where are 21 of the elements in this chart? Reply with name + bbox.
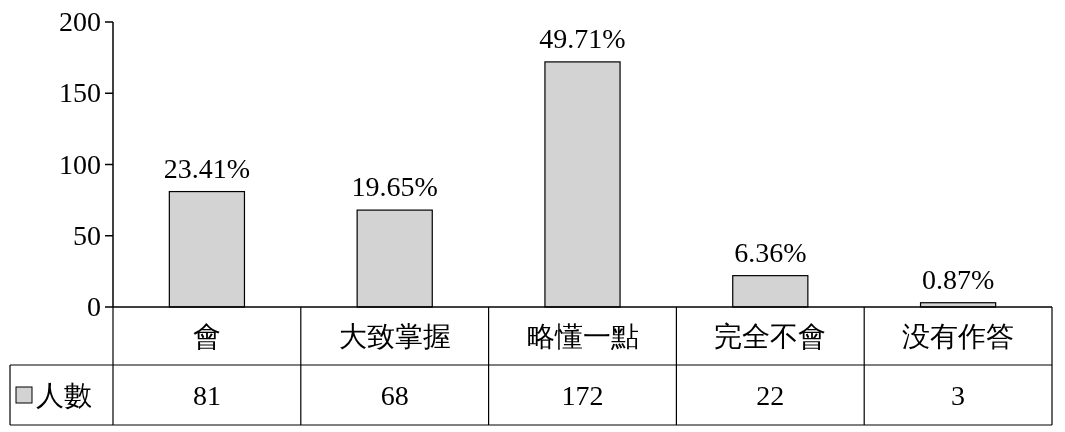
data-label: 3	[951, 380, 966, 411]
data-label: 81	[192, 380, 221, 411]
data-label: 172	[561, 380, 604, 411]
annotation: 49.71%	[539, 22, 626, 54]
data-label: 68	[380, 380, 409, 411]
y-tick-label: 150	[59, 77, 101, 109]
x-tick-label: 會	[192, 321, 221, 352]
data-label: 22	[756, 380, 785, 411]
y-tick-label: 0	[87, 291, 101, 322]
annotation: 0.87%	[921, 263, 995, 295]
annotation: 19.65%	[351, 171, 438, 203]
annotation: 6.36%	[734, 236, 807, 268]
legend-label: 人數	[36, 380, 92, 411]
x-tick-label: 没有作答	[902, 321, 1015, 352]
y-tick-label: 200	[59, 6, 101, 37]
x-tick-label: 略懂一點	[526, 321, 639, 352]
x-tick-label: 完全不會	[714, 321, 827, 352]
y-tick-label: 50	[73, 219, 101, 251]
x-tick-label: 大致掌握	[338, 321, 451, 352]
y-tick-label: 100	[59, 148, 101, 180]
annotation: 23.41%	[163, 152, 251, 184]
